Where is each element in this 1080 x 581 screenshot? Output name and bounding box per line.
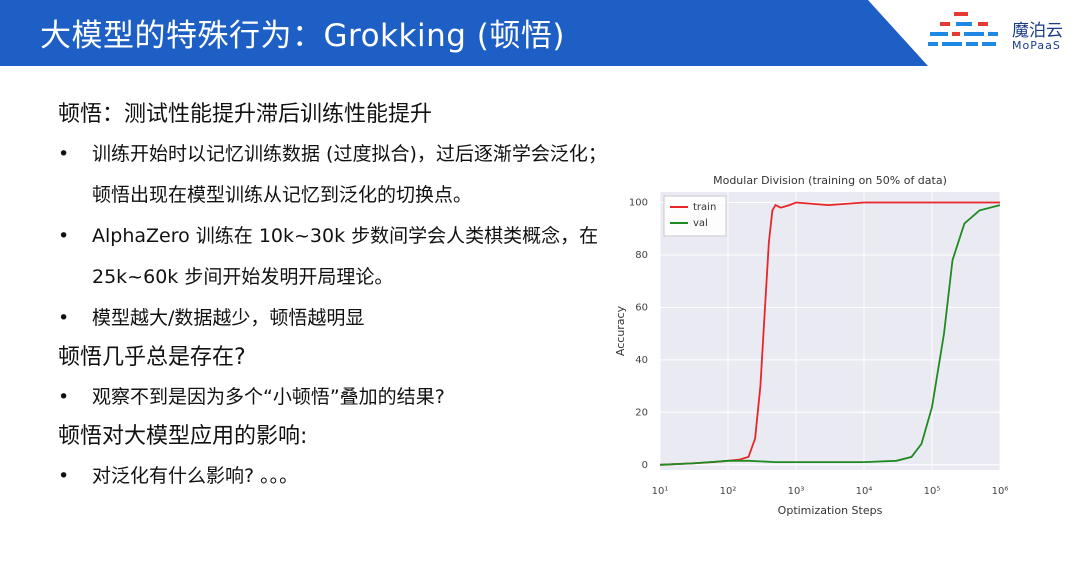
- heading-grokking-always: 顿悟几乎总是存在?: [58, 345, 246, 370]
- chart-series-line-val: [659, 204, 1001, 466]
- chart-legend-label-train: train: [693, 202, 716, 213]
- chart-x-tick-label: 10¹: [652, 486, 669, 497]
- logo-subtitle: MoPaaS: [1012, 39, 1061, 52]
- slide-title: 大模型的特殊行为：Grokking (顿悟): [40, 18, 565, 54]
- grokking-chart: 10¹ 10² 10³ 10⁴ 10⁵ 10⁶ 0 20 40 60 80 100 train val Mo…: [614, 174, 1009, 517]
- slide-content: 顿悟：测试性能提升滞后训练性能提升 • 训练开始时以记忆训练数据 (过度拟合)，…: [58, 96, 618, 497]
- chart-y-tick-label: 40: [635, 355, 648, 366]
- bullet-item: • 对泛化有什么影响? 。。。: [58, 456, 618, 497]
- slide-header: 大模型的特殊行为：Grokking (顿悟) 魔泊云 MoPaaS: [0, 0, 1080, 66]
- chart-plot-area: [660, 192, 1000, 470]
- bullet-dot: •: [58, 465, 70, 487]
- chart-y-tick-label: 20: [635, 407, 648, 418]
- bullet-text: 对泛化有什么影响? 。。。: [92, 465, 299, 487]
- bullet-item: • 模型越大/数据越少，顿悟越明显: [58, 298, 618, 339]
- chart-x-tick-label: 10³: [788, 486, 805, 497]
- chart-y-tick-label: 100: [629, 197, 648, 208]
- chart-x-tick-label: 10⁴: [856, 486, 873, 497]
- chart-x-tick-label: 10²: [720, 486, 737, 497]
- chart-x-tick-label: 10⁵: [924, 486, 941, 497]
- chart-legend-label-val: val: [693, 218, 708, 229]
- bullet-item: • 训练开始时以记忆训练数据 (过度拟合)，过后逐渐学会泛化；顿悟出现在模型训练…: [58, 134, 618, 216]
- chart-legend: [663, 195, 727, 237]
- chart-y-axis-label: Accuracy: [614, 305, 627, 356]
- bullet-dot: •: [58, 143, 70, 165]
- mopaas-logo-icon: [928, 12, 998, 46]
- chart-y-tick-label: 60: [635, 302, 648, 313]
- heading-grokking-impact: 顿悟对大模型应用的影响:: [58, 424, 308, 449]
- bullet-text: 观察不到是因为多个“小顿悟”叠加的结果?: [92, 386, 445, 408]
- chart-y-tick-label: 0: [642, 460, 648, 471]
- chart-x-tick-label: 10⁶: [992, 486, 1009, 497]
- logo-name: 魔泊云: [1012, 21, 1063, 41]
- bullet-dot: •: [58, 386, 70, 408]
- bullet-dot: •: [58, 307, 70, 329]
- chart-x-axis-label: Optimization Steps: [778, 504, 883, 517]
- bullet-item: • 观察不到是因为多个“小顿悟”叠加的结果?: [58, 377, 618, 418]
- header-banner: [0, 0, 928, 66]
- bullet-text: 模型越大/数据越少，顿悟越明显: [92, 307, 365, 329]
- bullet-dot: •: [58, 225, 70, 247]
- bullet-text: AlphaZero 训练在 10k~30k 步数间学会人类棋类概念，在 25k~…: [92, 225, 599, 288]
- bullet-text: 训练开始时以记忆训练数据 (过度拟合)，过后逐渐学会泛化；顿悟出现在模型训练从记…: [92, 143, 607, 206]
- heading-grokking-definition: 顿悟：测试性能提升滞后训练性能提升: [58, 102, 433, 127]
- chart-title: Modular Division (training on 50% of dat…: [713, 174, 947, 187]
- bullet-item: • AlphaZero 训练在 10k~30k 步数间学会人类棋类概念，在 25…: [58, 216, 618, 298]
- chart-y-tick-label: 80: [635, 250, 648, 261]
